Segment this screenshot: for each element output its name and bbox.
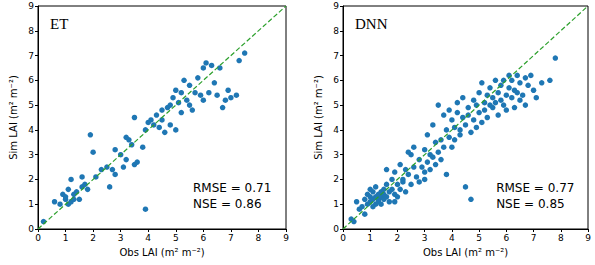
svg-text:6: 6: [200, 233, 206, 243]
svg-text:1: 1: [333, 199, 339, 209]
svg-text:4: 4: [28, 125, 34, 135]
svg-text:5: 5: [173, 233, 179, 243]
svg-text:0: 0: [340, 233, 346, 243]
svg-text:NSE = 0.85: NSE = 0.85: [496, 197, 565, 211]
svg-text:3: 3: [422, 233, 428, 243]
svg-text:1: 1: [367, 233, 373, 243]
svg-text:6: 6: [503, 233, 509, 243]
svg-text:Obs LAI (m² m⁻²): Obs LAI (m² m⁻²): [423, 247, 508, 258]
svg-text:9: 9: [28, 1, 34, 11]
svg-text:8: 8: [256, 233, 262, 243]
svg-text:7: 7: [333, 51, 339, 61]
svg-text:0: 0: [333, 224, 339, 234]
svg-text:8: 8: [28, 26, 34, 36]
svg-text:Obs LAI (m² m⁻²): Obs LAI (m² m⁻²): [119, 247, 204, 258]
svg-text:5: 5: [333, 100, 339, 110]
svg-text:2: 2: [28, 174, 34, 184]
svg-text:7: 7: [228, 233, 234, 243]
svg-text:Sim LAI (m² m⁻²): Sim LAI (m² m⁻²): [313, 75, 324, 160]
svg-text:2: 2: [90, 233, 96, 243]
svg-text:1: 1: [28, 199, 34, 209]
svg-text:RMSE = 0.71: RMSE = 0.71: [193, 181, 271, 195]
svg-text:9: 9: [585, 233, 591, 243]
svg-text:6: 6: [28, 75, 34, 85]
svg-text:3: 3: [333, 150, 339, 160]
svg-text:0: 0: [35, 233, 41, 243]
svg-text:Sim LAI (m² m⁻²): Sim LAI (m² m⁻²): [8, 75, 19, 160]
svg-text:9: 9: [333, 1, 339, 11]
svg-text:NSE = 0.86: NSE = 0.86: [193, 197, 262, 211]
svg-text:3: 3: [118, 233, 124, 243]
svg-text:2: 2: [333, 174, 339, 184]
svg-text:DNN: DNN: [355, 16, 388, 32]
svg-text:0: 0: [28, 224, 34, 234]
svg-text:5: 5: [476, 233, 482, 243]
svg-text:2: 2: [395, 233, 401, 243]
svg-text:6: 6: [333, 75, 339, 85]
svg-text:7: 7: [28, 51, 34, 61]
svg-text:ET: ET: [50, 16, 68, 32]
svg-text:9: 9: [283, 233, 289, 243]
svg-text:4: 4: [333, 125, 339, 135]
svg-text:4: 4: [145, 233, 151, 243]
svg-text:4: 4: [449, 233, 455, 243]
svg-text:RMSE = 0.77: RMSE = 0.77: [496, 181, 574, 195]
svg-text:5: 5: [28, 100, 34, 110]
svg-text:8: 8: [558, 233, 564, 243]
svg-text:8: 8: [333, 26, 339, 36]
svg-text:3: 3: [28, 150, 34, 160]
svg-text:7: 7: [531, 233, 537, 243]
svg-text:1: 1: [63, 233, 69, 243]
